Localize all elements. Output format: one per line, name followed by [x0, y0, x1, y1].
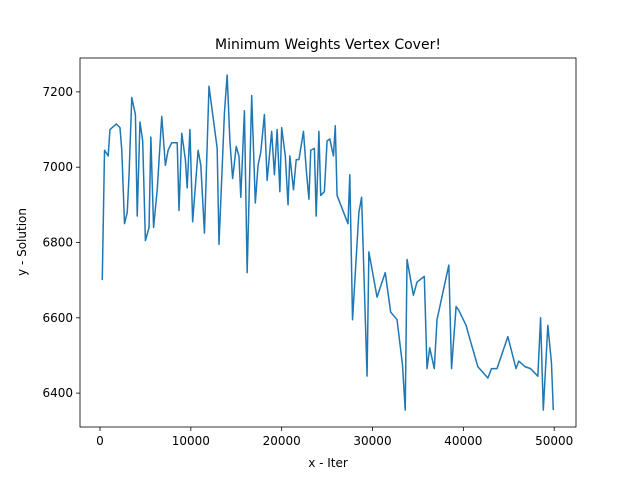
x-tick-label: 20000: [263, 434, 301, 448]
x-tick-label: 10000: [172, 434, 210, 448]
y-tick-label: 6800: [42, 236, 73, 250]
y-tick-label: 7000: [42, 160, 73, 174]
y-tick-label: 6600: [42, 311, 73, 325]
x-tick-label: 40000: [444, 434, 482, 448]
x-axis-label: x - Iter: [308, 456, 348, 470]
x-tick-label: 50000: [535, 434, 573, 448]
x-tick-label: 30000: [353, 434, 391, 448]
y-axis-label: y - Solution: [15, 208, 29, 276]
plot-frame: [79, 57, 577, 428]
line: [101, 74, 555, 411]
x-tick-label: 0: [96, 434, 104, 448]
chart-title: Minimum Weights Vertex Cover!: [215, 37, 441, 53]
y-tick-label: 6400: [42, 386, 73, 400]
y-tick-label: 7200: [42, 85, 73, 99]
